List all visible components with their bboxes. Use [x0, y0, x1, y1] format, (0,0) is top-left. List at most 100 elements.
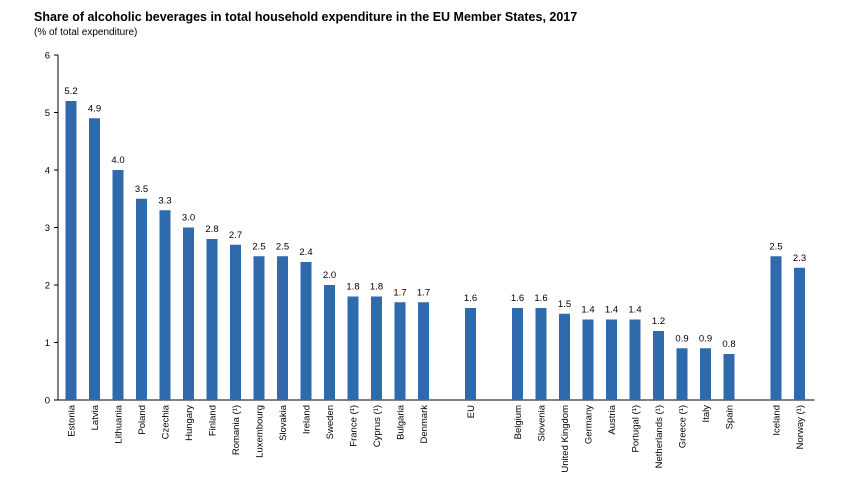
category-label: Portugal (¹)	[631, 405, 642, 453]
value-label: 4.0	[111, 155, 124, 166]
bar	[89, 118, 100, 400]
value-label: 1.6	[534, 293, 547, 304]
bar	[230, 244, 241, 400]
value-label: 2.5	[769, 241, 782, 252]
bars	[65, 101, 805, 400]
y-tick-label: 2	[45, 281, 50, 292]
category-label: Belgium	[513, 405, 524, 439]
category-label: Slovenia	[537, 404, 548, 441]
bar	[582, 319, 594, 400]
bar	[512, 308, 523, 400]
bar	[277, 256, 288, 400]
category-label: Hungary	[184, 405, 195, 441]
y-tick-label: 3	[45, 223, 50, 234]
value-label: 1.4	[628, 305, 641, 316]
value-label: 1.6	[464, 293, 477, 304]
value-label: 3.0	[182, 213, 195, 224]
y-tick-label: 5	[45, 108, 50, 119]
category-label: Sweden	[325, 405, 336, 439]
value-label: 0.9	[675, 333, 688, 344]
value-label: 1.5	[558, 299, 571, 310]
value-label: 2.8	[205, 224, 218, 235]
bar	[559, 313, 570, 400]
category-label: Luxembourg	[255, 405, 266, 458]
bar	[253, 256, 265, 400]
bar	[371, 296, 382, 400]
category-label: Norway (¹)	[795, 405, 806, 449]
bar	[65, 101, 77, 400]
bar	[794, 267, 805, 400]
category-label: Austria	[607, 404, 618, 434]
category-label: Cyprus (¹)	[372, 405, 383, 447]
value-label: 4.9	[88, 103, 101, 114]
value-label: 2.7	[229, 230, 242, 241]
value-label: 3.5	[135, 184, 148, 195]
bar	[136, 198, 147, 400]
value-label: 0.8	[722, 339, 735, 350]
category-label: Denmark	[419, 405, 430, 444]
y-tick-label: 4	[45, 166, 50, 177]
category-label: Ireland	[302, 405, 313, 434]
category-label: France (¹)	[349, 405, 360, 447]
bar	[700, 348, 711, 400]
category-label: Greece (¹)	[678, 405, 689, 448]
bar	[112, 170, 124, 400]
category-label: Romania (¹)	[231, 405, 242, 455]
bar	[535, 308, 547, 400]
bar	[159, 210, 171, 400]
bar	[206, 239, 218, 400]
category-label: Poland	[137, 405, 148, 435]
category-label: Lithuania	[114, 404, 125, 443]
bar	[465, 308, 476, 400]
bar	[183, 227, 194, 400]
category-label: Bulgaria	[396, 404, 407, 440]
value-label: 1.7	[393, 287, 406, 298]
category-label: Italy	[701, 405, 712, 423]
category-label: Slovakia	[278, 404, 289, 441]
bar	[300, 262, 312, 400]
value-label: 2.5	[276, 241, 289, 252]
bar	[606, 319, 617, 400]
value-label: 1.6	[511, 293, 524, 304]
value-label: 5.2	[64, 86, 77, 97]
category-label: Estonia	[67, 404, 78, 436]
value-label: 1.8	[346, 282, 359, 293]
bar	[676, 348, 688, 400]
y-tick-label: 6	[45, 51, 50, 62]
value-label: 1.2	[652, 316, 665, 327]
category-label: Iceland	[772, 405, 783, 436]
bar	[653, 331, 664, 400]
value-labels: 5.2 4.9 4.0 3.5 3.3 3.0 2.8 2.7 2.5 2.5 2.4 2.0 1.8 1…	[64, 86, 806, 350]
chart-subtitle: (% of total expenditure)	[34, 27, 138, 38]
category-label: Germany	[584, 405, 595, 444]
bar	[394, 302, 406, 400]
value-label: 1.8	[370, 282, 383, 293]
value-label: 1.7	[417, 287, 430, 298]
category-label: United Kingdom	[560, 405, 571, 473]
value-label: 0.9	[699, 333, 712, 344]
value-label: 1.4	[605, 305, 618, 316]
bar	[347, 296, 359, 400]
category-labels: Estonia Latvia Lithuania Poland Czechia Hunga…	[67, 404, 807, 472]
value-label: 2.5	[252, 241, 265, 252]
category-label: EU	[466, 405, 477, 418]
category-label: Spain	[725, 405, 736, 429]
category-label: Netherlands (¹)	[654, 405, 665, 468]
bar	[324, 285, 335, 400]
bar	[629, 319, 641, 400]
value-label: 2.3	[793, 253, 806, 264]
value-label: 2.0	[323, 270, 336, 281]
value-label: 1.4	[581, 305, 594, 316]
y-tick-label: 1	[45, 338, 50, 349]
category-label: Latvia	[90, 404, 101, 430]
category-label: Czechia	[161, 404, 172, 439]
value-label: 2.4	[299, 247, 312, 258]
bar	[770, 256, 782, 400]
value-label: 3.3	[158, 195, 171, 206]
y-tick-label: 0	[45, 396, 50, 407]
bar	[418, 302, 429, 400]
chart-title: Share of alcoholic beverages in total ho…	[34, 10, 578, 24]
bar	[723, 354, 735, 400]
category-label: Finland	[208, 405, 219, 436]
